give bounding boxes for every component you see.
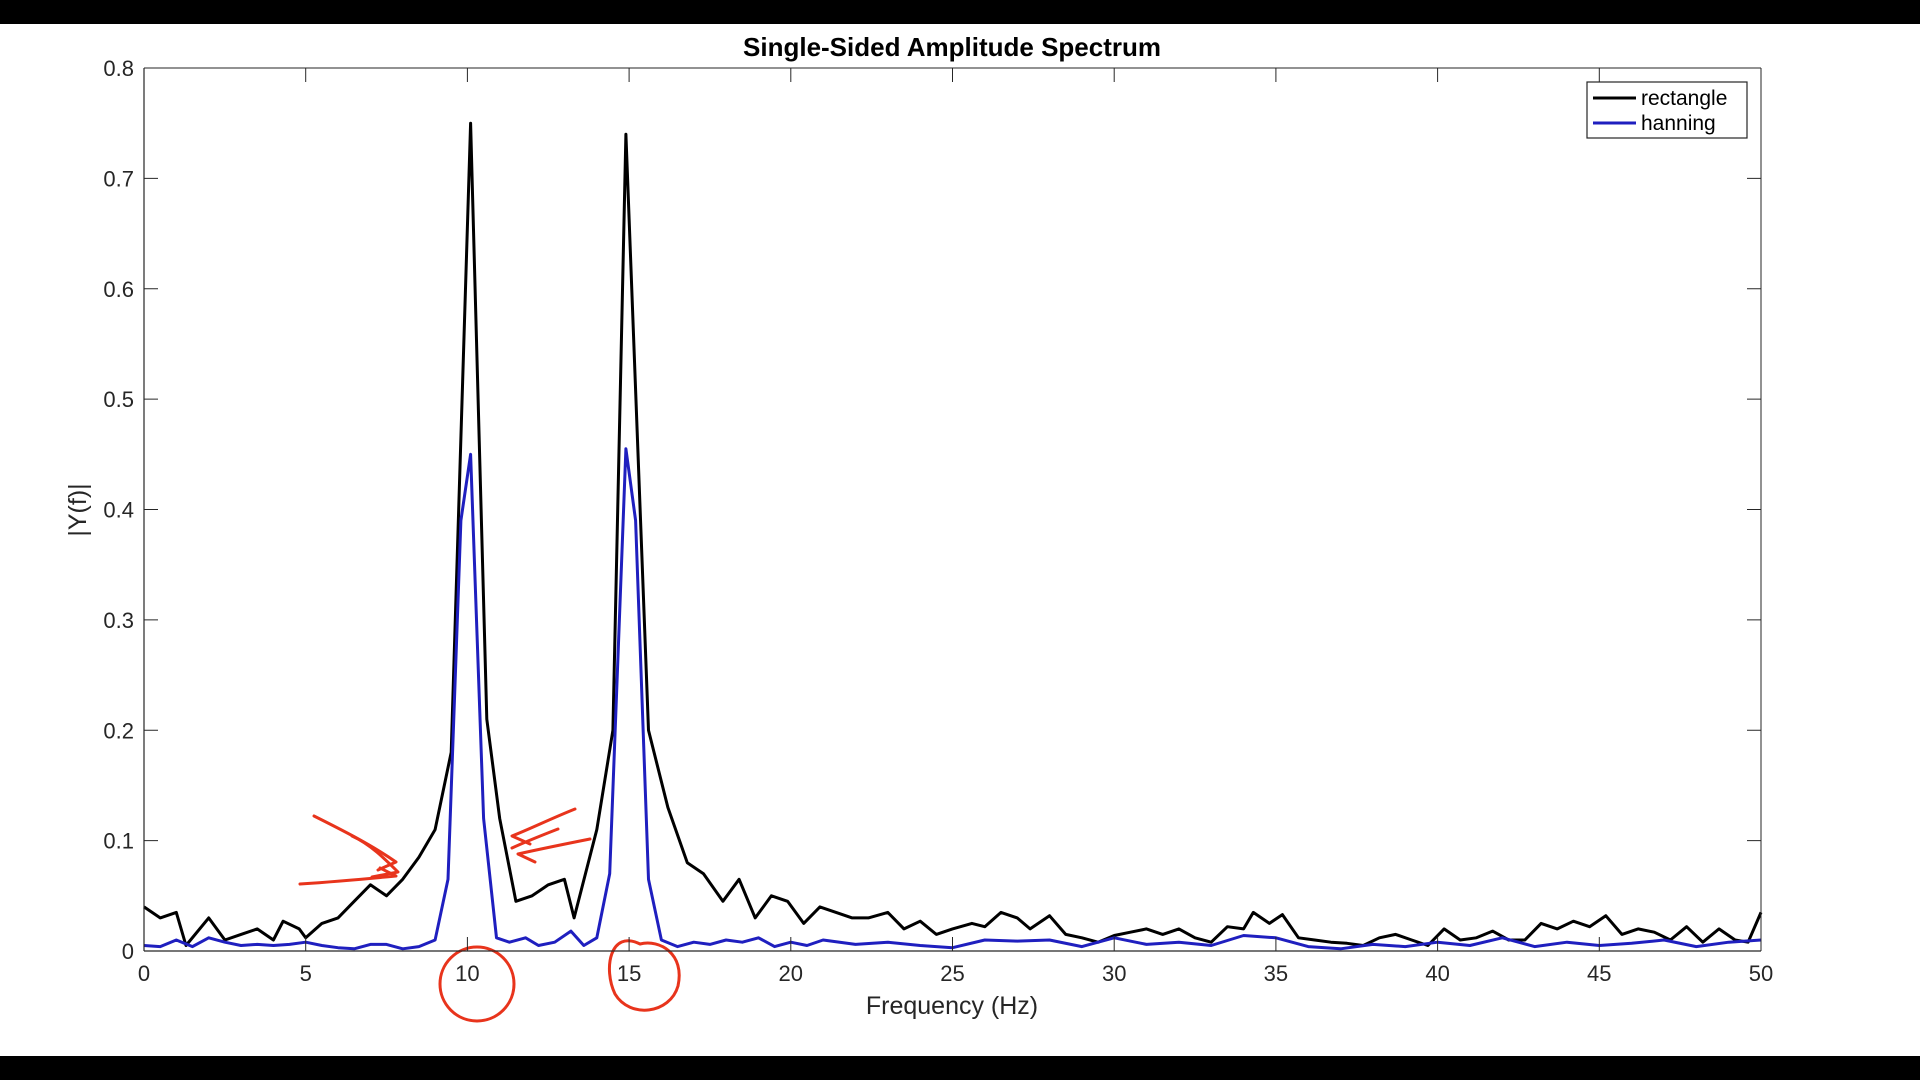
x-axis-label: Frequency (Hz) <box>866 992 1038 1020</box>
y-tick-label: 0.2 <box>103 718 134 743</box>
x-tick-label: 30 <box>1102 961 1126 986</box>
figure-window: 0 5 10 15 20 25 30 35 40 45 50 0 0.1 0.2 0.3 0.4 0.5 0.6 0… <box>0 24 1920 1056</box>
annotation-circle-15hz <box>608 939 681 1012</box>
spectrum-chart: 0 5 10 15 20 25 30 35 40 45 50 0 0.1 0.2 0.3 0.4 0.5 0.6 0… <box>64 32 1773 1023</box>
y-axis-label: |Y(f)| <box>64 483 92 536</box>
handwritten-annotations <box>298 807 681 1023</box>
y-tick-label: 0.1 <box>103 829 134 854</box>
x-tick-label: 15 <box>617 961 641 986</box>
x-tick-label: 0 <box>138 961 150 986</box>
annotation-arrow-right-1 <box>510 807 577 846</box>
y-tick-label: 0.3 <box>103 608 134 633</box>
series-line-rectangle <box>143 121 1763 947</box>
y-tick-label: 0.6 <box>103 277 134 302</box>
plot-area <box>144 68 1761 951</box>
x-tick-label: 20 <box>779 961 803 986</box>
series-line-hanning <box>143 447 1762 951</box>
x-tick-label: 40 <box>1425 961 1449 986</box>
x-tick-label: 45 <box>1587 961 1611 986</box>
y-tick-label: 0.5 <box>103 387 134 412</box>
annotation-circle-10hz <box>438 945 516 1023</box>
x-tick-label: 5 <box>300 961 312 986</box>
legend-label-rectangle: rectangle <box>1641 87 1727 110</box>
annotation-arrow-left-3 <box>298 866 398 886</box>
chart-title: Single-Sided Amplitude Spectrum <box>743 32 1161 62</box>
series-layer <box>143 121 1763 951</box>
legend: rectangle hanning <box>1586 81 1748 139</box>
y-tick-label: 0 <box>122 939 134 964</box>
annotation-arrow-left-2 <box>350 834 400 879</box>
annotation-arrow-right-2 <box>516 837 592 864</box>
legend-label-hanning: hanning <box>1641 112 1716 135</box>
x-tick-label: 50 <box>1749 961 1773 986</box>
axes-layer: 0 5 10 15 20 25 30 35 40 45 50 0 0.1 0.2 0.3 0.4 0.5 0.6 0… <box>103 56 1773 986</box>
y-tick-label: 0.8 <box>103 56 134 81</box>
x-tick-label: 10 <box>455 961 479 986</box>
legend-box <box>1586 81 1748 139</box>
y-tick-label: 0.4 <box>103 498 134 523</box>
annotation-arrow-right-3 <box>510 827 560 850</box>
x-tick-label: 25 <box>940 961 964 986</box>
x-tick-label: 35 <box>1264 961 1288 986</box>
y-tick-label: 0.7 <box>103 166 134 191</box>
